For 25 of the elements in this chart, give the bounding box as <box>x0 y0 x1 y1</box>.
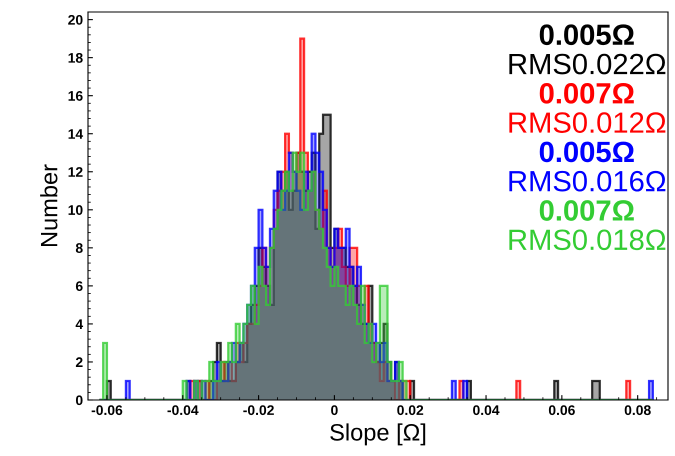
x-tick-label: 0.06 <box>548 405 575 416</box>
text: 0.005Ω RMS0.022Ω <box>509 24 666 74</box>
y-tick-label: 4 <box>76 319 84 329</box>
y-tick-label: 0 <box>76 395 83 406</box>
x-tick-label: -0.06 <box>92 405 122 416</box>
y-tick-label: 8 <box>76 243 83 254</box>
x-tick-label: 0.08 <box>624 405 651 416</box>
y-tick-label: 2 <box>76 357 83 367</box>
text: 0.007Ω RMS0.012Ω <box>509 83 666 133</box>
y-tick-label: 18 <box>68 52 83 63</box>
y-tick-label: 20 <box>68 14 83 25</box>
y-tick-label: 14 <box>68 129 84 139</box>
x-tick-label: -0.04 <box>167 405 199 416</box>
x-tick-label: -0.02 <box>243 405 274 416</box>
text: 0.005Ω RMS0.016Ω <box>509 142 666 192</box>
y-tick-label: 12 <box>68 167 83 177</box>
x-tick-label: 0.02 <box>397 405 424 416</box>
text: 0.007Ω RMS0.018Ω <box>509 200 666 250</box>
y-tick-label: 16 <box>68 91 83 101</box>
x-axis-title: Slope [Ω] <box>330 423 426 446</box>
y-tick-label: 6 <box>76 281 83 292</box>
y-tick-label: 10 <box>68 205 83 215</box>
x-tick-label: 0 <box>331 405 338 416</box>
y-axis-title: Number <box>40 164 58 246</box>
x-tick-label: 0.04 <box>473 405 500 416</box>
